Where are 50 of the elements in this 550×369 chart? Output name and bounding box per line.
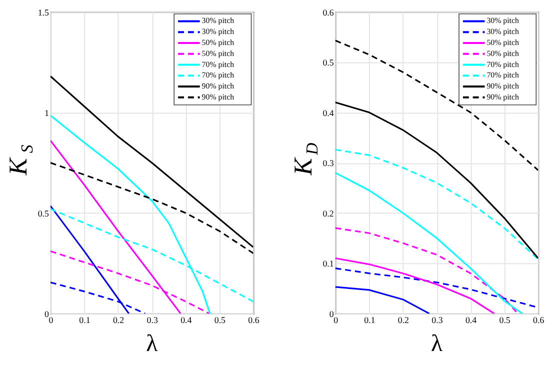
legend-label: 50% pitch xyxy=(486,38,520,47)
legend-label: 30% pitch xyxy=(202,16,234,26)
y-tick-label: 0.6 xyxy=(322,7,334,18)
x-tick-label: 0.3 xyxy=(146,314,158,325)
legend-label: 90% pitch xyxy=(486,82,520,91)
legend-label: 30% pitch xyxy=(486,16,520,26)
y-axis-title: KD xyxy=(288,142,322,176)
x-tick-label: 0.1 xyxy=(364,314,376,325)
legend-label: 90% pitch xyxy=(202,92,234,102)
y-tick-label: 0.3 xyxy=(322,158,334,168)
line-series xyxy=(335,286,430,314)
x-tick-label: 0.2 xyxy=(398,314,409,325)
legend-label: 70% pitch xyxy=(486,70,520,80)
line-series xyxy=(335,148,538,260)
legend-label: 90% pitch xyxy=(202,82,234,91)
y-tick-label: 0.4 xyxy=(322,108,334,118)
x-tick-label: 0.4 xyxy=(465,314,478,325)
y-tick-label: 1.5 xyxy=(38,7,50,18)
x-tick-label: 0.1 xyxy=(79,314,90,325)
line-series xyxy=(335,227,519,314)
x-tick-label: 0.4 xyxy=(180,314,192,325)
legend-label: 70% pitch xyxy=(202,60,234,69)
legend-label: 30% pitch xyxy=(486,27,520,36)
y-axis-title: KS xyxy=(4,144,37,176)
line-series xyxy=(335,172,524,314)
legend-label: 70% pitch xyxy=(202,70,234,80)
x-tick-label: 0.3 xyxy=(432,314,444,325)
y-tick-label: 1 xyxy=(44,108,49,118)
legend-label: 50% pitch xyxy=(202,38,234,47)
x-tick-label: 0.5 xyxy=(214,314,226,325)
line-series xyxy=(335,268,538,308)
legend-label: 90% pitch xyxy=(486,92,520,102)
legend-label: 70% pitch xyxy=(486,60,520,69)
legend-label: 50% pitch xyxy=(486,48,520,58)
y-tick-label: 0.5 xyxy=(322,58,334,68)
line-series xyxy=(50,162,254,254)
y-tick-label: 0.5 xyxy=(38,208,50,218)
x-tick-label: 0.5 xyxy=(499,314,511,325)
legend-label: 50% pitch xyxy=(202,48,234,58)
line-series xyxy=(335,257,495,314)
line-series xyxy=(335,40,538,172)
line-series xyxy=(335,102,538,260)
y-tick-label: 0.2 xyxy=(322,208,334,218)
x-tick-label: 0.6 xyxy=(248,314,260,325)
y-tick-label: 0.1 xyxy=(322,258,334,269)
x-axis-title: λ xyxy=(430,331,443,358)
x-tick-label: 0.6 xyxy=(533,314,545,325)
x-axis-title: λ xyxy=(146,331,158,358)
x-tick-label: 0.2 xyxy=(112,314,124,325)
legend-label: 30% pitch xyxy=(202,27,234,36)
